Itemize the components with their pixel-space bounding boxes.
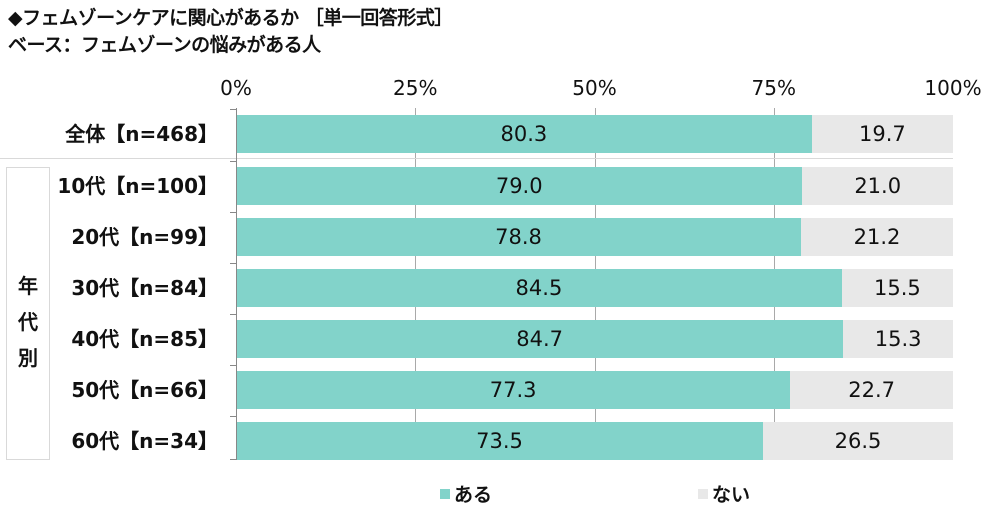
bar-segment-no: 19.7 [811, 115, 953, 153]
bar-segment-yes: 84.7 [236, 320, 844, 358]
legend-item-no: ない [698, 480, 750, 507]
bar-segment-yes: 78.8 [236, 218, 801, 256]
row-label: 20代【n=99】 [71, 225, 218, 249]
y-axis-tick [230, 109, 236, 110]
y-axis-tick [230, 263, 236, 264]
x-tick-label: 100% [924, 76, 982, 100]
bar-segment-no: 26.5 [762, 422, 953, 460]
legend-label-yes: ある [454, 484, 493, 506]
row-label: 60代【n=34】 [71, 429, 218, 453]
bar-segment-no: 22.7 [790, 371, 953, 409]
bar-segment-no: 15.3 [843, 320, 953, 358]
y-axis-line [236, 108, 237, 460]
y-axis-tick [230, 161, 236, 162]
age-group-label-char: 代 [18, 310, 38, 334]
chart-subtitle: ベース：フェムゾーンの悩みがある人 [8, 34, 321, 56]
y-axis-tick [230, 416, 236, 417]
bar-segment-yes: 77.3 [236, 371, 791, 409]
x-tick-label: 0% [220, 76, 252, 100]
bar-segment-yes: 80.3 [236, 115, 812, 153]
y-axis-tick [230, 459, 236, 460]
legend-label-no: ない [712, 484, 751, 506]
age-group-label-char: 年 [18, 274, 38, 298]
row-label: 全体【n=468】 [65, 122, 218, 146]
row-label: 40代【n=85】 [71, 327, 218, 351]
legend-swatch-no [698, 488, 708, 499]
y-axis-tick [230, 212, 236, 213]
age-group-box [6, 167, 50, 460]
chart-title: ◆フェムゾーンケアに関心があるか ［単一回答形式］ [8, 7, 453, 29]
bar-segment-yes: 73.5 [236, 422, 763, 460]
legend-swatch-yes [440, 488, 450, 499]
x-tick-label: 75% [751, 76, 796, 100]
bar-segment-no: 15.5 [841, 269, 953, 307]
bar-segment-yes: 84.5 [236, 269, 842, 307]
row-label: 50代【n=66】 [71, 378, 218, 402]
row-label: 10代【n=100】 [57, 174, 218, 198]
legend-item-yes: ある [440, 480, 492, 507]
row-separator [0, 158, 953, 159]
age-group-label-char: 別 [18, 346, 38, 370]
row-label: 30代【n=84】 [71, 276, 218, 300]
y-axis-tick [230, 365, 236, 366]
bar-segment-yes: 79.0 [236, 167, 803, 205]
x-tick-label: 50% [572, 76, 617, 100]
y-axis-tick [230, 314, 236, 315]
x-tick-label: 25% [393, 76, 438, 100]
bar-segment-no: 21.0 [802, 167, 953, 205]
age-group-label: 年代別 [6, 268, 50, 376]
bar-segment-no: 21.2 [800, 218, 953, 256]
